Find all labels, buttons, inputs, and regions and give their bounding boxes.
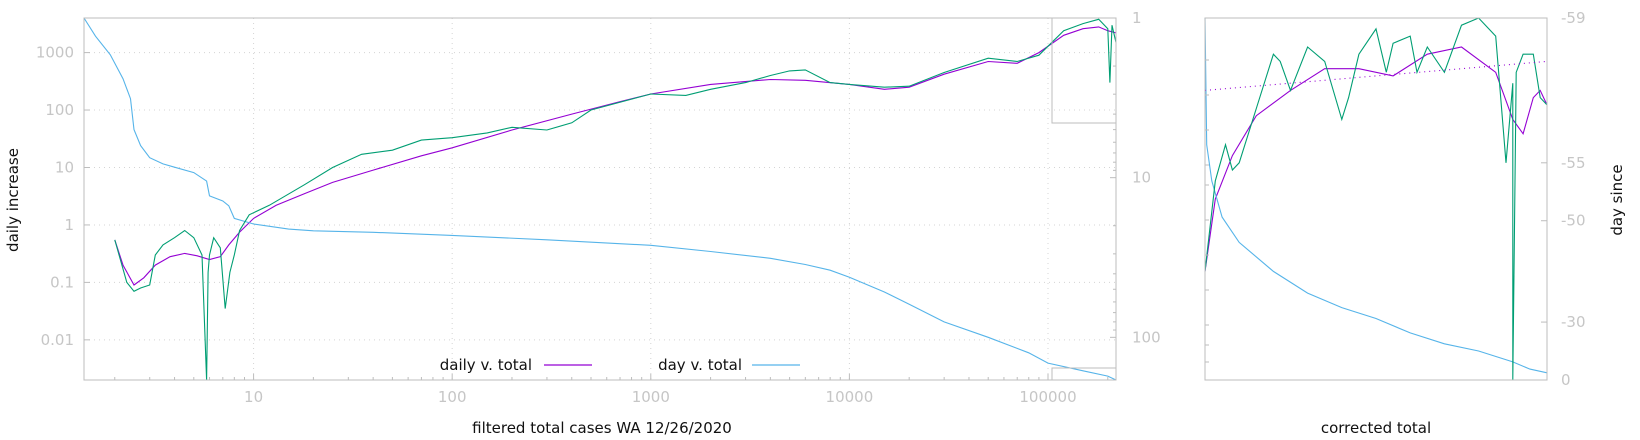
inset-series-line <box>1204 46 1548 272</box>
series-line-daily-v-total <box>114 26 1117 286</box>
inset-y2-tick-label: -59 <box>1561 9 1586 27</box>
inset-series-line <box>1204 17 1548 381</box>
series-line-day-v-total <box>83 17 1117 381</box>
inset-series-line <box>1204 17 1548 374</box>
x-tick-label: 10000 <box>826 388 874 406</box>
x-tick-label: 10 <box>244 388 263 406</box>
inset-y2-tick-label: -55 <box>1561 154 1586 172</box>
x-tick-label: 100 <box>438 388 467 406</box>
y-tick-label: 0.1 <box>50 273 74 291</box>
y2-tick-label: 100 <box>1132 328 1161 346</box>
zoom-region-box-lower <box>1051 367 1117 381</box>
x-tick-label: 100000 <box>1019 388 1076 406</box>
main-plot-frame <box>83 17 1117 381</box>
y-tick-label: 100 <box>45 101 74 119</box>
y-axis-title: daily increase <box>4 148 22 252</box>
y-tick-label: 10 <box>55 158 74 176</box>
y2-tick-label: 10 <box>1132 169 1151 187</box>
series-line-raw <box>114 18 1117 381</box>
inset-y2-tick-label: -30 <box>1561 313 1586 331</box>
inset-plot-series <box>1204 17 1548 381</box>
inset-y2-axis-title: day since <box>1608 164 1626 235</box>
inset-x-axis-title: corrected total <box>1321 419 1431 437</box>
y-tick-label: 0.01 <box>41 331 74 349</box>
x-tick-label: 1000 <box>632 388 670 406</box>
main-plot-grid <box>84 18 1116 380</box>
y-tick-label: 1 <box>64 216 74 234</box>
inset-plot-frame <box>1204 17 1548 381</box>
legend-label-day: day v. total <box>658 356 742 374</box>
legend: daily v. total day v. total <box>440 356 800 374</box>
x-axis-title: filtered total cases WA 12/26/2020 <box>472 419 732 437</box>
inset-y2-tick-label: 0 <box>1561 371 1571 389</box>
main-plot-ticks: 10 100 1000 10000 100000 0.01 0.1 1 10 100 1000 1 10… <box>36 9 1161 406</box>
legend-label-daily: daily v. total <box>440 356 532 374</box>
zoom-region-box <box>1051 17 1117 124</box>
y-tick-label: 1000 <box>36 44 74 62</box>
inset-y2-tick-label: -50 <box>1561 212 1586 230</box>
inset-series-line <box>1204 60 1548 91</box>
inset-plot-ticks: -59 -55 -50 -30 0 <box>1205 9 1586 389</box>
main-plot-series <box>83 17 1117 381</box>
y2-tick-label: 1 <box>1132 9 1142 27</box>
